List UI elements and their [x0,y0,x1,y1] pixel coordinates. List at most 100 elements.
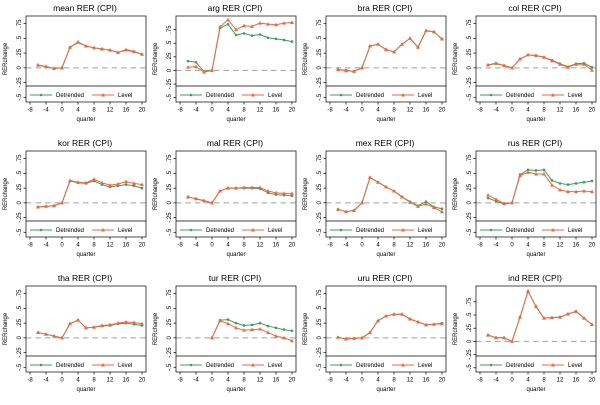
series-marker-level [274,333,278,338]
series-marker-level [510,65,514,70]
series-marker-detrended [258,321,262,325]
x-tick-label: -4 [43,243,49,249]
x-tick-label: 12 [557,108,564,114]
series-marker-level [392,312,396,316]
series-marker-level [84,325,88,330]
series-marker-detrended [258,33,262,36]
x-tick-label: -8 [477,378,483,384]
series-marker-level [210,200,214,205]
x-tick-label: 16 [573,243,580,249]
x-tick-label: 16 [273,108,280,114]
legend-label-level: Level [118,93,132,99]
series-marker-level [352,208,356,212]
x-tick-label: -4 [493,108,499,114]
series-marker-level [76,318,80,322]
x-tick-label: 4 [226,378,230,384]
series-marker-level [234,325,238,330]
series-marker-level [250,24,254,28]
series-marker-level [566,311,570,316]
legend-label-level: Level [118,228,132,234]
x-tick-label: 4 [76,378,80,384]
y-tick-label: -.25 [317,347,323,358]
panel-title-tha: tha RER (CPI) [57,273,113,283]
x-tick-label: 0 [60,243,64,249]
x-tick-label: 4 [526,108,530,114]
legend-dot-icon [189,93,193,97]
x-tick-label: -8 [177,243,183,249]
y-axis-label: RERchange [3,177,9,210]
series-marker-level [92,177,96,181]
series-marker-level [376,180,380,184]
series-marker-level [424,201,428,206]
series-marker-level [486,193,490,197]
x-tick-label: -4 [193,243,199,249]
series-marker-level [76,180,80,184]
y-tick-label: 0 [167,336,173,340]
x-tick-label: 12 [257,243,264,249]
series-marker-level [432,205,436,210]
y-axis-label: RERchange [3,312,9,345]
series-marker-detrended [132,184,136,188]
plot-box [325,285,447,373]
plot-box [475,15,597,103]
series-marker-detrended [186,59,190,63]
y-tick-label: .5 [17,170,23,176]
legend-label-detrended: Detrended [506,228,534,234]
series-marker-level [226,321,230,326]
series-marker-level [574,309,578,313]
series-marker-level [408,36,412,40]
x-tick-label: 20 [139,108,146,114]
series-marker-level [432,322,436,326]
series-marker-detrended [290,40,294,43]
y-tick-label: .5 [317,35,323,41]
series-marker-level [52,66,56,70]
series-marker-level [76,39,80,44]
panel-mean: mean RER (CPI) .75 .5 .25 0 -.25 -.5 -8 -4 0 4 8 12… [0,0,150,135]
x-axis-label: quarter [76,117,95,123]
series-marker-level [226,17,230,22]
series-marker-level [274,22,278,27]
y-axis-label: RERchange [153,312,159,345]
series-marker-level [384,313,388,318]
x-tick-label: -4 [493,378,499,384]
series-marker-level [582,62,586,66]
series-marker-level [226,186,230,190]
series-line-detrended [37,41,143,69]
series-marker-level [416,204,420,208]
x-tick-label: 20 [589,108,596,114]
y-tick-label: -.25 [17,212,23,223]
series-marker-detrended [558,182,562,185]
series-marker-level [344,209,348,214]
y-tick-label: .5 [467,170,473,176]
y-axis-label: RERchange [3,42,9,75]
x-tick-label: 16 [573,378,580,384]
legend-triangle-icon [551,92,555,97]
legend-triangle-icon [551,227,555,232]
plot-box [25,150,147,238]
series-marker-level [202,69,206,74]
series-marker-level [432,29,436,34]
series-marker-level [550,315,554,320]
series-line-level [187,19,293,73]
series-marker-level [290,20,294,25]
series-marker-level [400,312,404,316]
y-axis-label: RERchange [303,177,309,210]
x-tick-label: 20 [439,108,446,114]
series-marker-level [360,335,364,340]
series-marker-detrended [542,168,546,172]
legend-label-level: Level [418,228,432,234]
y-tick-label: -.25 [167,212,173,223]
x-tick-label: -8 [327,378,333,384]
x-tick-label: 0 [60,108,64,114]
series-marker-level [368,43,372,48]
x-axis-label: quarter [526,117,545,123]
x-tick-label: 8 [242,243,246,249]
series-marker-level [384,47,388,52]
legend-dot-icon [339,93,343,97]
y-tick-label: .75 [467,297,473,306]
series-marker-level [124,47,128,52]
x-tick-label: -4 [343,108,349,114]
x-axis-label: quarter [376,252,395,258]
y-tick-label: 0 [167,201,173,205]
x-tick-label: 0 [210,378,214,384]
